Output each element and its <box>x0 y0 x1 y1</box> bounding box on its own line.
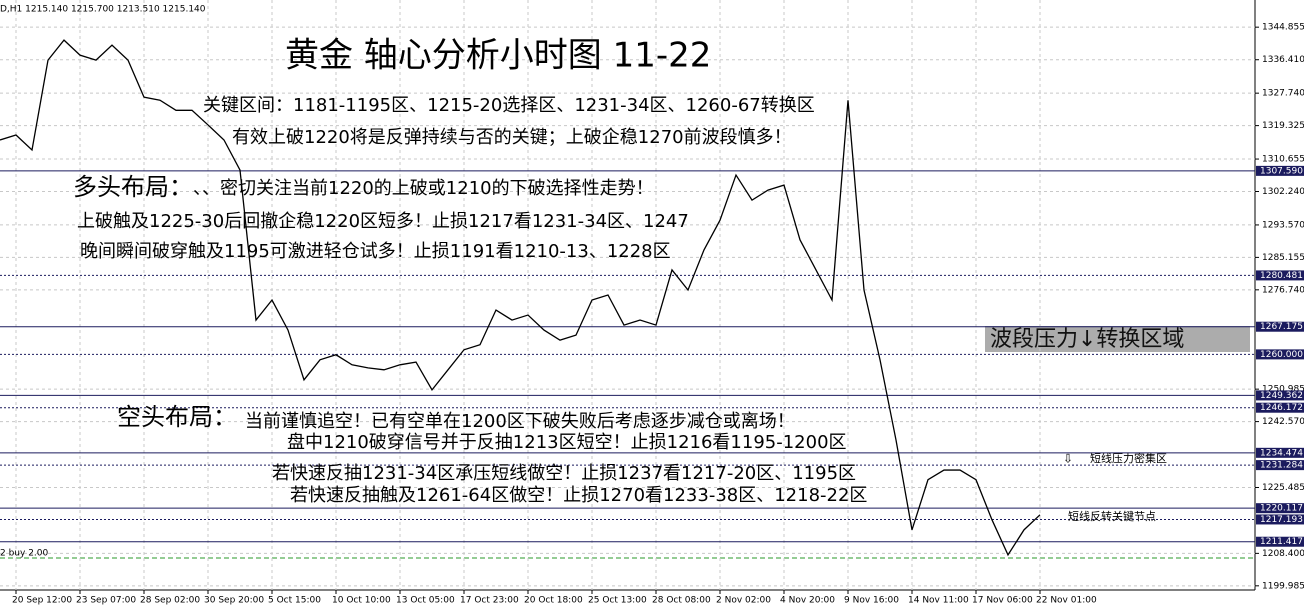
y-tick-label: 1319.325 <box>1262 121 1304 131</box>
annotation: 关键区间：1181-1195区、1215-20选择区、1231-34区、1260… <box>203 95 815 116</box>
level-label: 1234.474 <box>1260 448 1303 458</box>
y-tick-label: 1250.985 <box>1262 385 1304 395</box>
annotation: 有效上破1220将是反弹持续与否的关键；上破企稳1270前波段慎多！ <box>232 127 792 148</box>
level-label: 1220.117 <box>1260 504 1303 514</box>
x-tick-label: 30 Sep 20:00 <box>204 596 264 606</box>
header: D,H1 1215.140 1215.700 1213.510 1215.140 <box>0 5 206 15</box>
y-tick-label: 1293.570 <box>1262 220 1304 230</box>
level-label: 1260.000 <box>1260 350 1303 360</box>
level-label: 1217.193 <box>1260 515 1303 525</box>
x-tick-label: 14 Nov 11:00 <box>908 596 969 606</box>
annotation: 短线反转关键节点 <box>1068 509 1156 523</box>
level-label: 1249.362 <box>1260 391 1303 401</box>
x-tick-label: 20 Oct 18:00 <box>524 596 583 606</box>
level-tag <box>1256 390 1304 401</box>
annotation: 多头布局： <box>73 173 193 201</box>
x-tick-label: 25 Oct 13:00 <box>588 596 647 606</box>
annotation: 若快速反抽触及1261-64区做空！止损1270看1233-38区、1218-2… <box>290 485 867 506</box>
y-tick-label: 1310.655 <box>1262 155 1304 165</box>
level-tag <box>1256 165 1304 176</box>
order-label: 2 buy 2.00 <box>0 549 49 559</box>
y-tick-label: 1302.240 <box>1262 187 1304 197</box>
y-tick-label: 1242.570 <box>1262 417 1304 427</box>
annotation: 短线压力密集区 <box>1090 451 1167 465</box>
x-tick-label: 5 Oct 15:00 <box>268 596 321 606</box>
x-tick-label: 10 Oct 10:00 <box>332 596 391 606</box>
zone-label: 波段压力↓转换区域 <box>990 327 1184 352</box>
zone-box <box>985 326 1250 352</box>
level-tag <box>1256 503 1304 514</box>
level-label: 1246.172 <box>1260 403 1303 413</box>
x-tick-label: 28 Oct 08:00 <box>652 596 711 606</box>
x-tick-label: 4 Nov 20:00 <box>780 596 835 606</box>
annotation: 空头布局： <box>117 403 237 431</box>
x-tick-label: 13 Oct 05:00 <box>396 596 455 606</box>
level-label: 1211.417 <box>1260 537 1303 547</box>
x-tick-label: 17 Oct 23:00 <box>460 596 519 606</box>
level-tag <box>1256 514 1304 525</box>
y-tick-label: 1225.485 <box>1262 483 1304 493</box>
level-label: 1231.284 <box>1260 461 1303 471</box>
level-label: 1280.481 <box>1260 271 1303 281</box>
y-tick-label: 1344.855 <box>1262 23 1304 33</box>
y-tick-label: 1276.740 <box>1262 285 1304 295</box>
annotation: 当前谨慎追空！已有空单在1200区下破失败后考虑逐步减仓或离场！ <box>245 411 795 432</box>
level-tag <box>1256 447 1304 458</box>
annotation: 盘中1210破穿信号并于反抽1213区短空！止损1216看1195-1200区 <box>287 432 847 453</box>
price-line <box>0 39 1041 557</box>
y-tick-label: 1327.740 <box>1262 89 1304 99</box>
level-tag <box>1256 536 1304 547</box>
level-tag <box>1256 349 1304 360</box>
x-tick-label: 17 Nov 06:00 <box>972 596 1033 606</box>
y-tick-label: 1199.985 <box>1262 581 1304 591</box>
annotation: 、、密切关注当前1220的上破或1210的下破选择性走势！ <box>193 178 654 199</box>
x-tick-label: 22 Nov 01:00 <box>1036 596 1097 606</box>
x-tick-label: 20 Sep 12:00 <box>12 596 72 606</box>
x-tick-label: 23 Sep 07:00 <box>76 596 136 606</box>
y-tick-label: 1285.155 <box>1262 253 1304 263</box>
level-label: 1307.590 <box>1260 166 1303 176</box>
chart-title: 黄金 轴心分析小时图 11-22 <box>285 36 711 76</box>
annotation: 晚间瞬间破穿触及1195可激进轻仓试多！止损1191看1210-13、1228区 <box>80 241 671 262</box>
x-tick-label: 28 Sep 02:00 <box>140 596 200 606</box>
level-label: 1267.175 <box>1260 322 1303 332</box>
x-tick-label: 9 Nov 16:00 <box>844 596 899 606</box>
annotation: 若快速反抽1231-34区承压短线做空！止损1237看1217-20区、1195… <box>272 463 856 484</box>
annotation: 上破触及1225-30后回撤企稳1220区短多！止损1217看1231-34区、… <box>77 211 689 232</box>
level-tag <box>1256 270 1304 281</box>
arrow: ⇩ <box>1063 452 1073 466</box>
level-tag <box>1256 460 1304 471</box>
y-tick-label: 1208.400 <box>1262 549 1304 559</box>
level-tag <box>1256 321 1304 332</box>
x-tick-label: 2 Nov 02:00 <box>716 596 771 606</box>
y-tick-label: 1336.410 <box>1262 55 1304 65</box>
level-tag <box>1256 402 1304 413</box>
